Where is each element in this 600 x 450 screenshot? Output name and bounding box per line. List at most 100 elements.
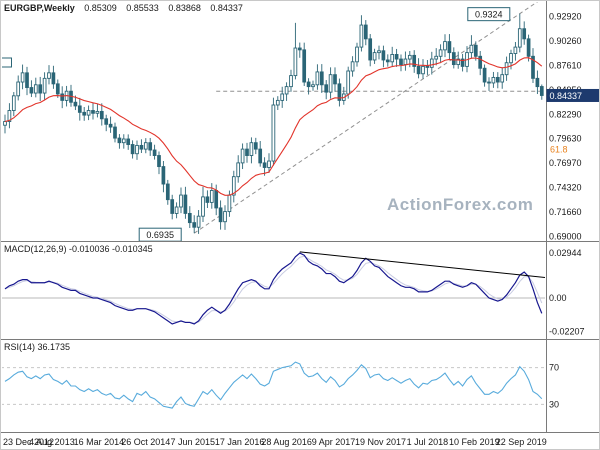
x-axis-label: 23 Dec 2012 <box>3 437 54 447</box>
candle-body <box>95 110 100 114</box>
x-axis-label: 7 Jun 2015 <box>170 437 215 447</box>
price-panel[interactable]: 0.9324 0.6935 <box>2 1 569 241</box>
candle-body <box>135 144 139 155</box>
candle-body <box>73 101 78 107</box>
ohlc-low-value: 0.83868 <box>168 3 201 13</box>
candle-body <box>469 44 474 54</box>
rsi-indicator-label: RSI(14) 36.1735 <box>4 342 71 352</box>
x-axis-label: 10 Feb 2019 <box>449 437 500 447</box>
x-axis-label: 16 Mar 2014 <box>74 437 125 447</box>
candle-body <box>359 24 364 48</box>
candle-body <box>509 53 513 64</box>
ohlc-high-value: 0.85533 <box>126 3 159 13</box>
candle-body <box>11 95 16 111</box>
watermark: ActionForex.com <box>387 195 534 214</box>
x-axis-label: 22 Sep 2019 <box>496 437 547 447</box>
candle-body <box>38 84 43 94</box>
price-axis-tick-label: 0.82290 <box>549 109 582 119</box>
candle-body <box>249 142 254 156</box>
rsi-axis-tick-label: 30 <box>549 399 559 409</box>
candle-body <box>478 55 483 69</box>
x-axis-label: 26 Oct 2014 <box>121 437 170 447</box>
candle-body <box>192 222 197 228</box>
candle-body <box>174 206 179 214</box>
candle-body <box>170 199 175 214</box>
candle-body <box>324 84 329 93</box>
candle-body <box>161 166 166 185</box>
candle-body <box>231 176 236 196</box>
candle-body <box>333 74 337 85</box>
ascending-trendline[interactable] <box>193 1 568 234</box>
candle-body <box>201 196 205 217</box>
macd-descending-trendline[interactable] <box>299 251 546 279</box>
candle-body <box>258 148 263 164</box>
candle-body <box>245 148 249 156</box>
candle-body <box>539 86 544 96</box>
candle-body <box>51 72 56 85</box>
candle-body <box>385 59 390 63</box>
svg-text:0.9324: 0.9324 <box>475 10 503 20</box>
candle-body <box>289 75 293 88</box>
price-axis-tick-label: 0.92920 <box>549 12 582 22</box>
low-level-annotation-box[interactable] <box>138 227 182 241</box>
candle-body <box>394 54 399 60</box>
candle-body <box>205 196 210 203</box>
candle-body <box>460 58 465 67</box>
macd-panel[interactable] <box>1 251 546 325</box>
candle-body <box>275 99 280 106</box>
moving-average-line[interactable] <box>4 57 543 196</box>
candle-body <box>337 83 342 101</box>
candle-body <box>350 61 355 72</box>
candle-body <box>412 54 417 67</box>
candle-body <box>368 38 373 61</box>
candle-body <box>86 110 91 116</box>
candle-body <box>196 215 201 228</box>
candle-body <box>346 70 351 95</box>
candle-body <box>227 194 232 213</box>
price-axis-tick-label: 0.74320 <box>549 183 582 193</box>
high-level-annotation-box[interactable] <box>467 7 511 22</box>
candle-body <box>47 72 51 79</box>
svg-text:0.6935: 0.6935 <box>146 230 174 240</box>
candle-body <box>297 47 302 51</box>
candle-body <box>108 123 113 128</box>
chart-title-bar: EURGBP,Weekly 0.85309 0.85533 0.83868 0.… <box>4 3 250 13</box>
candle-body <box>77 105 82 113</box>
candle-body <box>7 110 12 122</box>
candle-body <box>526 38 531 57</box>
candle-body <box>25 72 29 88</box>
candle-body <box>456 58 461 66</box>
candle-body <box>451 52 456 66</box>
rsi-panel[interactable] <box>1 361 546 409</box>
x-axis-label: 1 Jul 2018 <box>407 437 449 447</box>
candle-body <box>447 41 452 54</box>
candle-body <box>117 137 122 144</box>
left-edge-object-anchor[interactable] <box>2 57 12 68</box>
macd-signal-line <box>4 255 543 324</box>
x-axis-label: 19 Nov 2017 <box>355 437 406 447</box>
x-axis-label: 28 Aug 2016 <box>261 437 312 447</box>
candle-body <box>403 58 408 66</box>
candle-body <box>262 162 267 168</box>
candle-body <box>91 110 95 114</box>
candle-body <box>29 87 34 94</box>
candle-body <box>473 44 478 57</box>
macd-axis-tick-label: -0.02207 <box>549 327 585 337</box>
candle-body <box>139 144 144 150</box>
candle-body <box>443 41 447 51</box>
x-axis-label: 9 Apr 2017 <box>312 437 356 447</box>
candle-body <box>183 194 188 214</box>
candle-body <box>240 148 245 164</box>
candle-body <box>363 24 368 40</box>
candle-body <box>55 83 60 95</box>
candle-body <box>99 110 104 120</box>
candle-body <box>531 55 535 79</box>
x-axis-label: 4 Aug 2013 <box>29 437 75 447</box>
candle-body <box>319 71 324 86</box>
candle-body <box>42 77 47 94</box>
candle-body <box>522 28 527 40</box>
candle-body <box>399 58 403 66</box>
candle-body <box>236 162 241 178</box>
